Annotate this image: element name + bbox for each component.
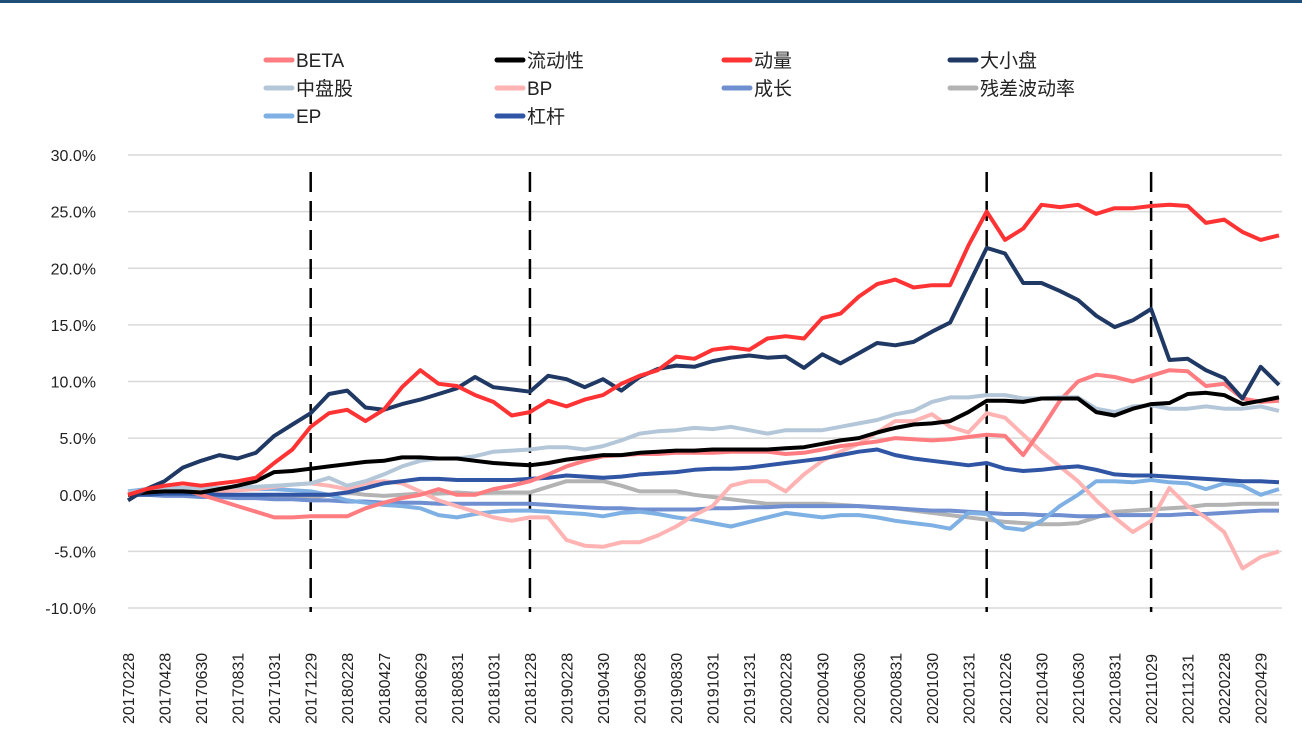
x-tick-label: 20170630 bbox=[194, 653, 211, 724]
series-line-3 bbox=[126, 245, 1281, 503]
x-tick-label: 20191231 bbox=[742, 653, 759, 724]
x-tick-label: 20200430 bbox=[815, 653, 832, 724]
x-tick-label: 20190430 bbox=[596, 653, 613, 724]
legend-label: 成长 bbox=[754, 78, 792, 100]
series-line-9 bbox=[128, 447, 1280, 497]
legend-label: 杠杆 bbox=[527, 106, 565, 128]
top-border bbox=[0, 0, 1302, 3]
y-tick-label: 15.0% bbox=[51, 318, 96, 335]
legend-label: 流动性 bbox=[527, 50, 584, 72]
series-line-0 bbox=[127, 368, 1280, 520]
x-tick-label: 20210630 bbox=[1071, 653, 1088, 724]
legend-label: BP bbox=[527, 79, 552, 100]
x-tick-label: 20211231 bbox=[1181, 654, 1198, 724]
legend-label: 大小盘 bbox=[980, 50, 1037, 72]
x-tick-label: 20171229 bbox=[304, 653, 321, 724]
y-tick-label: -5.0% bbox=[54, 544, 96, 561]
series-line-2 bbox=[127, 202, 1280, 497]
x-tick-label: 20171031 bbox=[267, 653, 284, 724]
x-tick-label: 20180427 bbox=[377, 653, 394, 724]
y-tick-label: 20.0% bbox=[51, 261, 96, 278]
y-tick-label: -10.0% bbox=[45, 601, 96, 618]
y-tick-label: 5.0% bbox=[60, 431, 96, 448]
x-tick-label: 20191031 bbox=[706, 653, 723, 724]
x-tick-label: 20190830 bbox=[669, 653, 686, 724]
x-tick-label: 20200228 bbox=[779, 653, 796, 724]
x-tick-label: 20200630 bbox=[852, 653, 869, 724]
x-tick-label: 20210430 bbox=[1034, 653, 1051, 724]
x-tick-label: 20180228 bbox=[340, 653, 357, 724]
x-tick-label: 20190228 bbox=[559, 653, 576, 724]
x-tick-label: 20201231 bbox=[961, 653, 978, 724]
x-tick-label: 20190628 bbox=[633, 653, 650, 724]
legend-label: BETA bbox=[296, 51, 345, 72]
x-tick-label: 20181031 bbox=[486, 653, 503, 724]
series-line-5 bbox=[127, 411, 1280, 571]
x-tick-label: 20201030 bbox=[925, 653, 942, 724]
series-line-4 bbox=[127, 393, 1280, 495]
x-tick-label: 20220228 bbox=[1217, 653, 1234, 724]
legend-label: EP bbox=[296, 107, 321, 128]
y-tick-label: 25.0% bbox=[51, 205, 96, 222]
x-tick-label: 20180629 bbox=[413, 653, 430, 724]
y-tick-label: 0.0% bbox=[60, 488, 96, 505]
legend-label: 动量 bbox=[754, 50, 792, 72]
legend-label: 残差波动率 bbox=[980, 78, 1075, 100]
x-tick-label: 20170428 bbox=[158, 653, 175, 724]
series-line-1 bbox=[127, 390, 1280, 497]
series-line-8 bbox=[127, 478, 1280, 532]
x-tick-label: 20200831 bbox=[888, 653, 905, 724]
y-tick-label: 30.0% bbox=[51, 148, 96, 165]
x-tick-label: 20181228 bbox=[523, 653, 540, 724]
x-tick-label: 20210831 bbox=[1108, 653, 1125, 724]
x-tick-label: 20180831 bbox=[450, 653, 467, 724]
legend-label: 中盘股 bbox=[296, 78, 353, 100]
x-tick-label: 20220429 bbox=[1254, 653, 1271, 724]
x-tick-label: 20170831 bbox=[231, 653, 248, 724]
x-tick-label: 20211029 bbox=[1144, 654, 1161, 724]
x-tick-label: 20210226 bbox=[998, 653, 1015, 724]
x-tick-label: 20170228 bbox=[121, 653, 138, 724]
y-tick-label: 10.0% bbox=[51, 375, 96, 392]
